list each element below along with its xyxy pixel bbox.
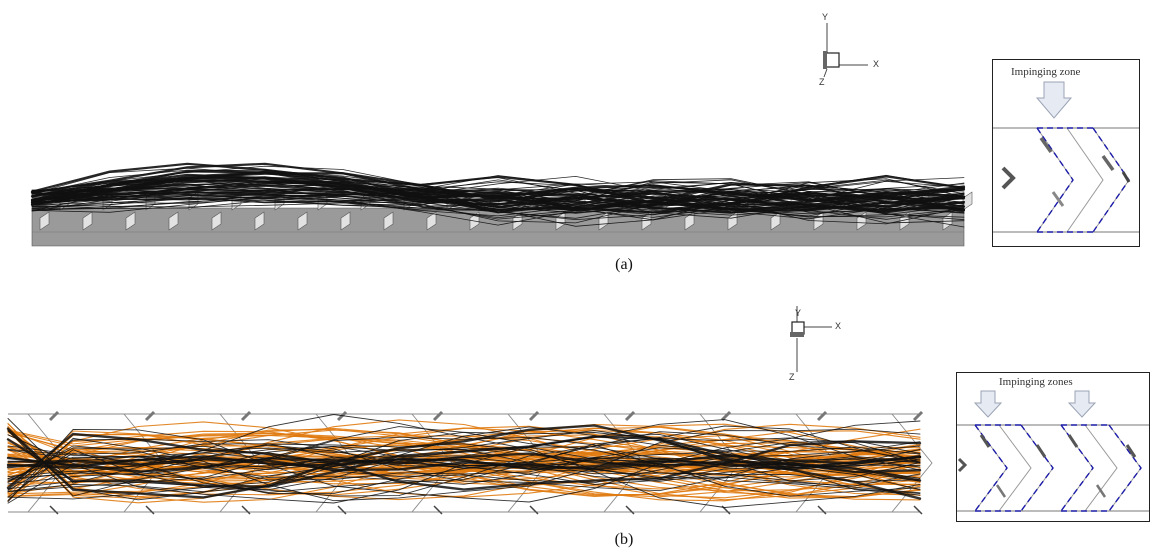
streamline-dark [7, 436, 921, 494]
inset-a-diagram [993, 81, 1139, 233]
fin [254, 211, 265, 231]
rib-mark [913, 505, 923, 515]
streamline [31, 192, 965, 219]
streamline-dark [7, 443, 921, 485]
fin [211, 211, 222, 231]
rib-mark [528, 410, 540, 422]
rib-mark [912, 410, 924, 422]
rib-mark [432, 410, 444, 422]
impinging-arrow-icon [1035, 81, 1073, 119]
streamline-dark [7, 428, 921, 502]
streamline-dark [7, 426, 921, 501]
flow-visualization-a [30, 162, 973, 247]
streamline [31, 183, 965, 199]
rib-mark [145, 505, 155, 515]
rib-mark [337, 505, 347, 515]
rib-mark [48, 410, 60, 422]
streamline [31, 190, 965, 213]
streamline [31, 183, 965, 204]
fin [727, 211, 738, 231]
axis-triad-a [823, 23, 868, 78]
streamline [31, 198, 965, 218]
streamline-dark [7, 420, 921, 503]
streamline-dark [7, 414, 921, 508]
impinging-arrow-icon [1067, 390, 1097, 418]
streamline [31, 194, 965, 210]
rib-mark [529, 505, 539, 515]
inset-b-diagram [957, 390, 1149, 512]
flow-visualization-b [6, 410, 933, 515]
streamline [31, 196, 965, 215]
fin [383, 211, 394, 231]
streamline-dark [7, 457, 921, 469]
streamline-dark [7, 443, 921, 487]
rib-mark [720, 410, 732, 422]
streamline [31, 185, 965, 207]
rib-mark [433, 505, 443, 515]
fin [39, 211, 50, 231]
fin [125, 211, 136, 231]
streamline [31, 178, 965, 205]
impinging-arrow-icon [973, 390, 1003, 418]
fin [297, 211, 308, 231]
caption-a: (a) [615, 256, 633, 273]
streamline-dark [6, 424, 922, 500]
fin [340, 211, 351, 231]
streamline-dark [7, 430, 921, 493]
axis-y-label-a: Y [822, 12, 829, 22]
streamline-dark [7, 437, 921, 493]
inset-b: Impinging zones [956, 372, 1150, 522]
fin [82, 211, 93, 231]
streamline-dark [7, 419, 921, 504]
streamline-dark [7, 433, 921, 491]
panel-a: Y X Z (a) Impinging zone [30, 12, 1140, 273]
inset-b-title: Impinging zones [999, 376, 1073, 388]
rib-mark [817, 505, 827, 515]
rib-mark [624, 410, 636, 422]
streamline-dark [7, 426, 921, 497]
inset-a-title: Impinging zone [1011, 66, 1081, 78]
panel-b: Y X Z (b) Impinging zones [0, 280, 1152, 555]
streamline [31, 181, 965, 201]
axis-z-label-a: Z [819, 77, 825, 87]
caption-b: (b) [614, 531, 634, 548]
rib-mark [241, 505, 251, 515]
rib-mark [816, 410, 828, 422]
axis-z-label-b: Z [789, 372, 795, 382]
streamline-dark [7, 441, 921, 484]
fin [168, 211, 179, 231]
streamline-dark [7, 440, 921, 485]
streamline-dark [7, 447, 921, 482]
streamline-dark [7, 452, 921, 473]
streamline-orange [7, 433, 921, 496]
streamline [31, 195, 965, 226]
streamline-orange [7, 423, 921, 503]
axis-triad-b [790, 306, 832, 372]
streamline-dark [7, 425, 921, 498]
streamline-orange [7, 419, 921, 501]
rib-mark [240, 410, 252, 422]
streamline [31, 192, 965, 205]
streamline-orange [7, 423, 921, 496]
axis-x-label-a: X [873, 59, 880, 69]
streamline-dark [7, 446, 921, 482]
axis-x-label-b: X [835, 321, 842, 331]
rib-mark [49, 505, 59, 515]
axis-y-label-b: Y [795, 308, 802, 318]
inset-a: Impinging zone [992, 59, 1140, 247]
rib-mark [144, 410, 156, 422]
rib-mark [625, 505, 635, 515]
